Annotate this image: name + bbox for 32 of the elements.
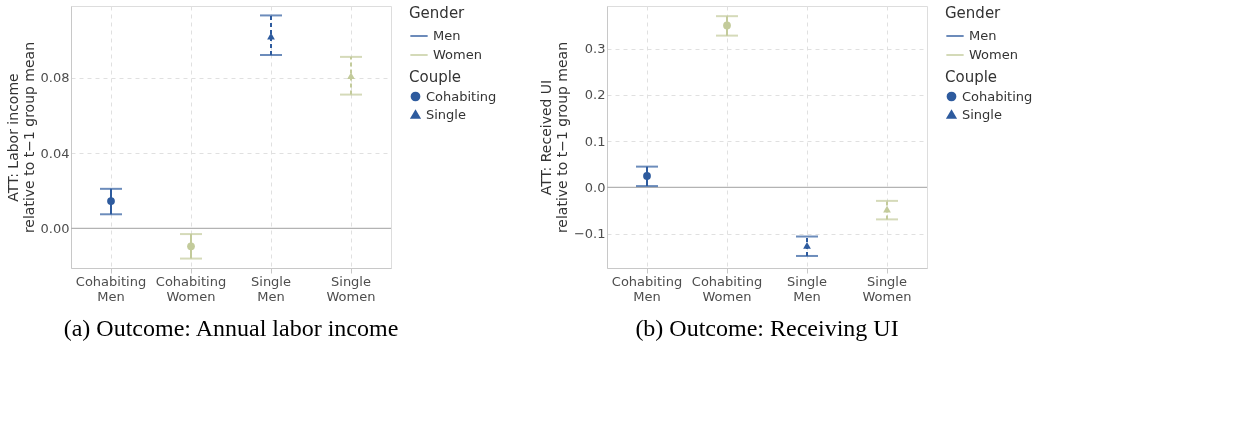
legend-label: Women (433, 47, 482, 62)
x-tick-label: Single Women (862, 273, 912, 304)
y-tick-label: 0.08 (40, 70, 70, 86)
y-tick-label: 0.3 (584, 41, 606, 57)
text: Gender (945, 4, 1001, 22)
y-tick-label: 0.2 (584, 87, 606, 103)
x-tick-label: Cohabiting Women (155, 273, 227, 304)
legend-label: Men (433, 28, 461, 43)
x-tick-label: Single Women (326, 273, 376, 304)
y-tick-label: 0.04 (40, 145, 70, 161)
x-tick-label: Single Men (251, 273, 291, 304)
legend-label: Cohabiting (962, 88, 1033, 104)
legend-label: Women (969, 47, 1018, 62)
text: Couple (409, 68, 462, 86)
y-tick-label: −0.1 (573, 226, 606, 242)
legend-label: Single (426, 106, 466, 122)
legend-label: Cohabiting (426, 88, 497, 104)
x-tick-label: Cohabiting Men (611, 273, 683, 304)
text: Gender (409, 4, 465, 22)
y-tick-label: 0.00 (40, 220, 70, 236)
x-tick-label: Cohabiting Men (75, 273, 147, 304)
y-axis-title: ATT: Labor income relative to t−1 group mean (4, 41, 37, 234)
y-axis-title: ATT: Received UI relative to t−1 group mean (537, 41, 570, 234)
text: (a) Outcome: Annual labor income (63, 315, 399, 341)
text: Couple (945, 68, 998, 86)
legend-label: Men (969, 28, 997, 43)
text: (b) Outcome: Receiving UI (635, 315, 899, 341)
x-tick-label: Cohabiting Women (691, 273, 763, 304)
x-tick-label: Single Men (787, 273, 827, 304)
y-tick-label: 0.1 (584, 133, 606, 149)
legend-label: Single (962, 106, 1002, 122)
y-tick-label: 0.0 (584, 179, 606, 195)
